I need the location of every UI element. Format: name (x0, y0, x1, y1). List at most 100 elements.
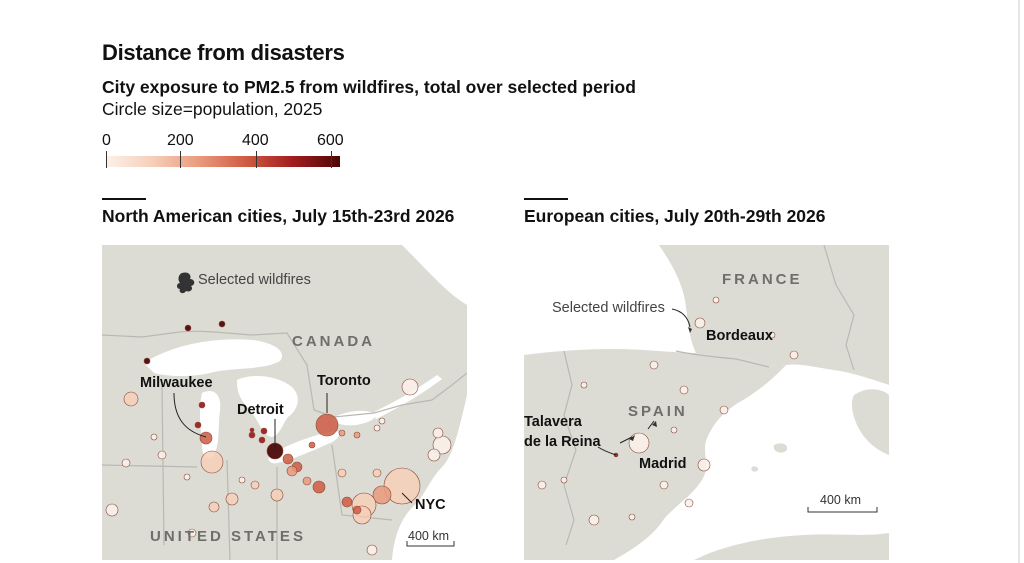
na-city-marker (184, 324, 192, 332)
atlantic-ocean (392, 395, 467, 560)
eu-city-marker (679, 385, 689, 395)
na-city-marker (372, 485, 392, 505)
legend-tick-0 (106, 151, 107, 168)
label-madrid: Madrid (639, 456, 687, 472)
na-city-marker (194, 421, 202, 429)
state-border-1 (102, 464, 198, 468)
na-city-marker (373, 424, 381, 432)
na-city-marker (427, 448, 441, 462)
north-america-city-points (105, 320, 452, 556)
europe-map: FRANCE SPAIN Selected wildfires Bordeaux… (524, 245, 889, 560)
na-city-marker (121, 458, 131, 468)
na-wildfire-label: Selected wildfires (198, 272, 311, 288)
eu-city-marker (628, 432, 650, 454)
label-toronto: Toronto (317, 373, 371, 389)
eu-city-marker (719, 405, 729, 415)
nyc-leader (401, 492, 413, 504)
na-city-marker (353, 431, 361, 439)
label-france: FRANCE (722, 271, 803, 288)
na-section-title: North American cities, July 15th-23rd 20… (102, 206, 455, 226)
italy-sardinia-land (851, 389, 889, 455)
france-east-border (823, 245, 855, 371)
eu-borders (563, 245, 855, 546)
talavera-leader (597, 446, 617, 456)
na-city-marker (337, 468, 347, 478)
wildfire-leader (671, 308, 691, 328)
us-canada-border (102, 330, 467, 418)
hudson-bay-edge (402, 245, 467, 305)
eu-section-title: European cities, July 20th-29th 2026 (524, 206, 826, 226)
eu-city-marker (768, 331, 776, 339)
color-legend: 0 200 400 600 (102, 132, 344, 172)
milwaukee-leader (173, 392, 207, 438)
eu-scale-label: 400 km (820, 493, 861, 507)
wildfire-smoke-icon (177, 272, 195, 294)
north-america-map-svg (102, 245, 467, 560)
legend-color-ramp (106, 156, 340, 167)
na-city-marker (225, 492, 239, 506)
label-spain: SPAIN (628, 403, 688, 420)
label-canada: CANADA (292, 333, 375, 350)
madrid-pointer-2 (647, 420, 655, 430)
na-city-marker (157, 450, 167, 460)
balearic-island-2 (751, 466, 759, 472)
eu-city-marker (659, 480, 669, 490)
circle-size-note: Circle size=population, 2025 (102, 99, 323, 119)
na-city-marker (308, 441, 316, 449)
na-city-marker (208, 501, 220, 513)
spain-portugal-border (563, 350, 577, 546)
na-city-marker (366, 544, 378, 556)
na-city-marker (199, 431, 213, 445)
state-border-5 (331, 444, 393, 521)
na-city-marker (249, 427, 255, 433)
na-city-marker (312, 480, 326, 494)
label-detroit: Detroit (237, 402, 284, 418)
na-city-marker (372, 468, 382, 478)
na-scale-bar (406, 541, 455, 547)
na-city-marker (238, 476, 246, 484)
legend-label-600: 600 (317, 132, 344, 149)
eu-city-marker (670, 426, 678, 434)
na-city-marker (183, 473, 191, 481)
legend-label-400: 400 (242, 132, 269, 149)
legend-label-200: 200 (167, 132, 194, 149)
na-city-marker (258, 436, 266, 444)
na-city-marker (270, 488, 284, 502)
na-city-marker (250, 480, 260, 490)
page-edge-rule (1018, 0, 1020, 563)
eu-city-marker (712, 296, 720, 304)
iberia-land (524, 349, 786, 560)
na-city-marker (187, 528, 197, 538)
label-milwaukee: Milwaukee (140, 375, 213, 391)
na-city-marker (315, 413, 339, 437)
lake-michigan (199, 390, 221, 459)
eu-city-marker (580, 381, 588, 389)
eu-leader-lines (597, 308, 691, 456)
chart-title: Distance from disasters (102, 40, 345, 65)
state-border-3 (226, 459, 231, 560)
legend-tick-400 (256, 151, 257, 168)
eu-section-rule (524, 198, 568, 200)
na-city-marker (338, 429, 346, 437)
na-city-marker (198, 401, 206, 409)
na-city-marker (105, 503, 119, 517)
label-nyc: NYC (415, 497, 446, 513)
label-bordeaux: Bordeaux (706, 328, 773, 344)
na-city-marker (302, 476, 312, 486)
legend-tick-200 (180, 151, 181, 168)
label-talavera-line2: de la Reina (524, 434, 601, 450)
eu-city-marker (694, 317, 706, 329)
eu-city-marker (789, 350, 799, 360)
eu-city-marker (588, 514, 600, 526)
chart-subtitle: City exposure to PM2.5 from wildfires, t… (102, 77, 636, 97)
na-leader-lines (173, 392, 413, 504)
na-city-marker (286, 465, 298, 477)
na-city-marker (150, 433, 158, 441)
na-city-marker (401, 378, 419, 396)
eu-scale-bar (807, 507, 878, 513)
label-talavera-line1: Talavera (524, 414, 582, 430)
lake-superior (144, 339, 283, 376)
eu-city-marker (560, 476, 568, 484)
eu-city-marker (537, 480, 547, 490)
label-united-states: UNITED STATES (150, 528, 306, 545)
